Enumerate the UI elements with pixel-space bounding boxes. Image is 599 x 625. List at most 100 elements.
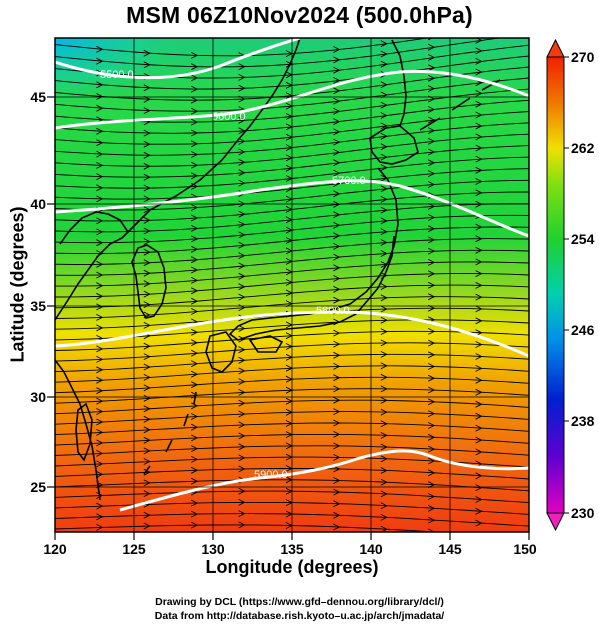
streamline-arrow — [190, 434, 199, 442]
streamline-arrow — [96, 502, 104, 510]
streamline-arrow — [380, 101, 388, 109]
colorbar: 270 262 254 246 238 230 — [546, 38, 595, 532]
streamline-arrow — [380, 502, 388, 510]
streamline-arrow — [333, 97, 341, 105]
streamline-arrow — [238, 127, 246, 135]
streamline-arrow — [96, 470, 104, 478]
streamline-arrow — [238, 116, 246, 124]
streamline-arrow — [143, 280, 151, 288]
streamline-arrow — [427, 74, 436, 82]
streamline-arrow — [380, 350, 388, 358]
y-axis-tick-labels: 25 30 35 40 45 — [30, 89, 46, 495]
drawing-credit: Drawing by DCL (https://www.gfd–dennou.o… — [155, 596, 444, 608]
streamline-arrow — [380, 455, 388, 463]
shikoku-coastline — [248, 335, 284, 353]
streamline-arrow — [96, 173, 104, 181]
streamline-arrow — [96, 282, 104, 290]
colorbar-tick-label: 246 — [571, 322, 595, 338]
streamline-arrow — [190, 224, 199, 232]
streamline-arrow — [190, 151, 199, 158]
streamline-arrow — [96, 418, 104, 426]
streamline-arrow — [475, 412, 483, 420]
streamline-arrow — [96, 376, 104, 384]
streamline-arrow — [96, 313, 104, 321]
streamline-arrow — [333, 296, 341, 304]
streamline-arrow — [190, 74, 199, 82]
map-title: MSM 06Z10Nov2024 (500.0hPa) — [126, 2, 473, 28]
contour-label: 5900.0 — [254, 469, 288, 481]
streamline-arrow — [380, 283, 388, 291]
streamline-arrow — [96, 150, 104, 158]
streamline-arrow — [333, 275, 341, 282]
y-tick-label: 35 — [30, 298, 46, 314]
streamline-arrow — [190, 256, 199, 264]
streamline-arrow — [333, 77, 341, 84]
streamline-arrow — [96, 184, 104, 192]
streamline-arrow — [96, 45, 104, 53]
streamline-arrow — [427, 493, 436, 500]
streamline-arrow — [475, 178, 483, 185]
streamline-arrow — [333, 128, 341, 136]
streamline-arrow — [190, 235, 199, 243]
streamline-arrow — [380, 294, 388, 302]
streamline-arrow — [190, 308, 199, 315]
streamline-arrow — [143, 363, 151, 371]
streamline-arrow — [96, 217, 104, 225]
streamline-arrow — [475, 100, 483, 108]
streamline-arrow — [380, 239, 388, 246]
streamline-arrow — [96, 239, 104, 247]
streamline-arrow — [190, 266, 199, 274]
x-axis-label: Longitude (degrees) — [205, 557, 379, 577]
colorbar-tick-label: 270 — [571, 49, 595, 65]
streamline-arrow — [475, 341, 483, 348]
streamline-arrow — [333, 523, 341, 531]
streamline-arrow — [427, 85, 436, 93]
streamline-arrow — [190, 349, 199, 357]
streamline-arrow — [333, 87, 341, 95]
streamline-arrow — [333, 442, 341, 450]
streamline-arrow — [475, 155, 483, 163]
contour-label: 5500.0 — [100, 69, 134, 81]
streamline-arrow — [143, 195, 151, 203]
streamline-arrow — [380, 396, 388, 404]
streamline-arrow — [96, 303, 104, 311]
china-coastline — [55, 211, 130, 501]
streamline-arrow — [238, 221, 246, 228]
streamline-arrow — [143, 353, 151, 361]
streamline-arrow — [380, 328, 388, 336]
streamline-arrow — [333, 430, 341, 438]
streamline-arrow — [96, 460, 104, 468]
streamline-arrow — [333, 138, 341, 146]
streamline-arrow — [143, 129, 151, 137]
y-tick-label: 40 — [30, 196, 46, 212]
streamline-arrow — [333, 159, 341, 167]
streamline-arrow — [238, 521, 246, 529]
contour-5600 — [55, 69, 529, 130]
streamline-arrow — [475, 223, 483, 231]
streamline-arrow — [143, 49, 151, 57]
streamline-arrow — [143, 384, 151, 392]
streamline-arrow — [427, 127, 436, 135]
streamline-arrow — [143, 107, 151, 115]
streamline-arrow — [143, 394, 151, 402]
streamline-arrow — [143, 162, 151, 170]
streamline-arrow — [143, 173, 151, 181]
streamline-arrow — [380, 122, 388, 130]
streamline-arrow — [238, 252, 246, 260]
streamline-arrow — [475, 89, 483, 97]
streamline-arrow — [238, 388, 246, 396]
streamline-arrow — [238, 293, 246, 301]
streamline-arrow — [427, 170, 436, 178]
streamline-arrow — [475, 270, 483, 278]
streamline-arrow — [427, 504, 436, 512]
streamline-arrow — [475, 189, 483, 197]
x-axis-tick-labels: 120 125 130 135 140 145 150 — [43, 541, 537, 557]
y-axis-ticks — [47, 96, 55, 488]
streamline-arrow — [190, 140, 199, 148]
streamline-arrow — [380, 490, 388, 498]
streamline-arrow — [238, 454, 246, 462]
streamline-arrow — [96, 93, 104, 100]
streamline-arrow — [238, 443, 246, 451]
streamline-arrow — [190, 172, 199, 180]
streamline-arrow — [475, 353, 483, 360]
